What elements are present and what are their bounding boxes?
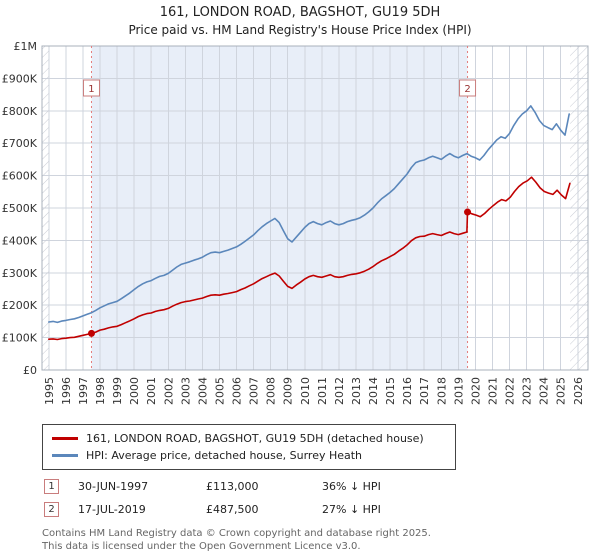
svg-text:2008: 2008 xyxy=(265,377,278,405)
footer-line-1: Contains HM Land Registry data © Crown c… xyxy=(42,528,431,539)
svg-text:£400K: £400K xyxy=(2,234,38,247)
sale-2-number-badge: 2 xyxy=(44,502,59,517)
svg-text:2004: 2004 xyxy=(196,377,209,405)
svg-text:2022: 2022 xyxy=(504,377,517,405)
license-footer: Contains HM Land Registry data © Crown c… xyxy=(42,527,431,553)
svg-text:£0: £0 xyxy=(23,364,37,377)
svg-text:2020: 2020 xyxy=(469,377,482,405)
svg-text:2019: 2019 xyxy=(452,377,465,405)
page-subtitle: Price paid vs. HM Land Registry's House … xyxy=(128,23,472,37)
sale-2-price: £487,500 xyxy=(206,503,259,516)
svg-text:2006: 2006 xyxy=(231,377,244,405)
svg-text:1996: 1996 xyxy=(60,377,73,405)
sale-2-date: 17-JUL-2019 xyxy=(78,503,146,516)
property-line-swatch xyxy=(52,437,78,440)
sale-2-vs-hpi: 27% ↓ HPI xyxy=(322,503,381,516)
sale-1-date: 30-JUN-1997 xyxy=(78,480,149,493)
svg-text:2016: 2016 xyxy=(401,377,414,405)
svg-text:2002: 2002 xyxy=(162,377,175,405)
svg-text:1998: 1998 xyxy=(94,377,107,405)
legend-label-property: 161, LONDON ROAD, BAGSHOT, GU19 5DH (det… xyxy=(86,432,424,445)
legend-item-hpi: HPI: Average price, detached house, Surr… xyxy=(52,447,446,464)
svg-text:2007: 2007 xyxy=(248,377,261,405)
sale-row-1: 1 30-JUN-1997 £113,000 36% ↓ HPI xyxy=(44,475,381,498)
price-history-chart: £0 £100K £200K £300K £400K £500K £600K £700K £80… xyxy=(2,40,589,405)
svg-text:£600K: £600K xyxy=(2,170,38,183)
svg-text:£700K: £700K xyxy=(2,137,38,150)
svg-text:£800K: £800K xyxy=(2,105,38,118)
svg-text:£100K: £100K xyxy=(2,332,38,345)
legend-label-hpi: HPI: Average price, detached house, Surr… xyxy=(86,449,363,462)
svg-text:1: 1 xyxy=(88,84,94,95)
svg-text:£900K: £900K xyxy=(2,72,38,85)
svg-text:2018: 2018 xyxy=(435,377,448,405)
svg-text:2015: 2015 xyxy=(384,377,397,405)
svg-text:2023: 2023 xyxy=(521,377,534,405)
svg-text:2014: 2014 xyxy=(367,377,380,405)
svg-text:£1M: £1M xyxy=(14,40,38,53)
sale-row-2: 2 17-JUL-2019 £487,500 27% ↓ HPI xyxy=(44,498,381,521)
sale-1-vs-hpi: 36% ↓ HPI xyxy=(322,480,381,493)
svg-text:2005: 2005 xyxy=(213,377,226,405)
svg-text:2001: 2001 xyxy=(145,377,158,405)
svg-text:2021: 2021 xyxy=(486,377,499,405)
chart-legend: 161, LONDON ROAD, BAGSHOT, GU19 5DH (det… xyxy=(42,424,456,470)
svg-text:2009: 2009 xyxy=(282,377,295,405)
legend-item-property: 161, LONDON ROAD, BAGSHOT, GU19 5DH (det… xyxy=(52,430,446,447)
svg-text:2010: 2010 xyxy=(299,377,312,405)
svg-text:£500K: £500K xyxy=(2,202,38,215)
svg-text:2: 2 xyxy=(464,84,470,95)
svg-text:2017: 2017 xyxy=(418,377,431,405)
sale-1-number-badge: 1 xyxy=(44,479,59,494)
svg-text:£300K: £300K xyxy=(2,267,38,280)
hpi-line-swatch xyxy=(52,454,78,457)
svg-text:2000: 2000 xyxy=(128,377,141,405)
svg-text:2025: 2025 xyxy=(555,377,568,405)
svg-text:1995: 1995 xyxy=(43,377,56,405)
svg-text:2011: 2011 xyxy=(316,377,329,405)
svg-text:£200K: £200K xyxy=(2,299,38,312)
svg-text:2012: 2012 xyxy=(333,377,346,405)
svg-text:2024: 2024 xyxy=(538,377,551,405)
svg-text:2003: 2003 xyxy=(179,377,192,405)
svg-text:1999: 1999 xyxy=(111,377,124,405)
footer-line-2: This data is licensed under the Open Gov… xyxy=(42,541,361,552)
sales-table: 1 30-JUN-1997 £113,000 36% ↓ HPI 2 17-JU… xyxy=(44,475,381,521)
page-title: 161, LONDON ROAD, BAGSHOT, GU19 5DH xyxy=(159,5,441,20)
svg-text:1997: 1997 xyxy=(77,377,90,405)
svg-text:2013: 2013 xyxy=(350,377,363,405)
svg-text:2026: 2026 xyxy=(572,377,585,405)
sale-1-price: £113,000 xyxy=(206,480,259,493)
